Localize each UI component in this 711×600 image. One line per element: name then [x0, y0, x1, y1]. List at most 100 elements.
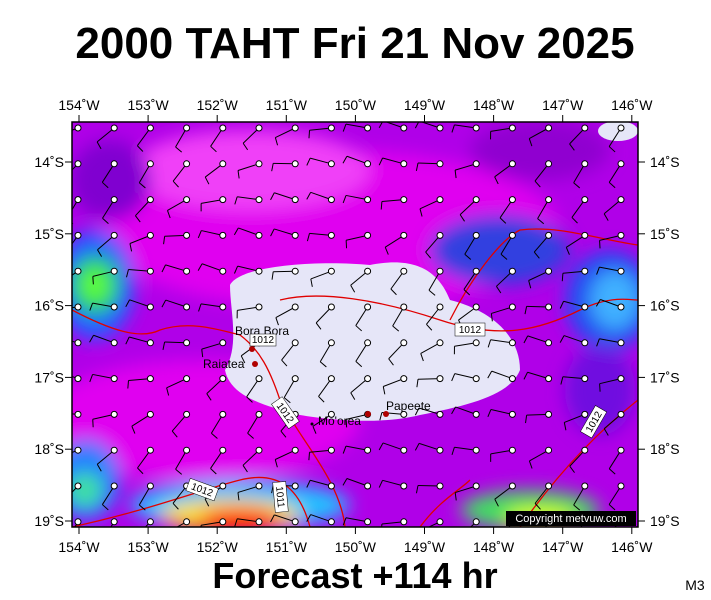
barb-feather — [315, 322, 322, 330]
barb-station — [255, 375, 263, 383]
barb-station — [146, 339, 154, 347]
barb-station — [436, 160, 444, 168]
barb-feather — [390, 288, 397, 296]
barb-staff — [172, 485, 187, 504]
barb-station — [581, 375, 589, 383]
barb-staff — [246, 378, 260, 398]
barb-station — [581, 446, 589, 454]
lon-label: 154˚W — [58, 97, 100, 113]
map-title: 2000 TAHT Fri 21 Nov 2025 — [75, 19, 634, 68]
barb-feather — [89, 302, 94, 311]
barb-staff — [237, 196, 260, 201]
barb-station — [472, 303, 480, 311]
barb-staff — [599, 266, 622, 272]
barb-station — [436, 124, 444, 132]
barb-station — [400, 231, 408, 239]
barb-feather — [559, 301, 565, 309]
barb-staff — [350, 378, 368, 394]
barb-station — [472, 446, 480, 454]
barb-station — [508, 482, 516, 490]
barb-staff — [309, 449, 332, 453]
barb-feather — [319, 361, 327, 368]
barb-staff — [128, 268, 151, 272]
barb-staff — [176, 521, 187, 527]
barb-station — [110, 196, 118, 204]
barb-station — [255, 124, 263, 132]
barb-staff — [310, 479, 332, 487]
barb-feather — [271, 163, 274, 172]
barb-feather — [306, 233, 310, 242]
barb-station — [110, 375, 118, 383]
barb-staff — [500, 235, 513, 255]
barb-station — [436, 446, 444, 454]
barb-feather — [233, 265, 239, 274]
barb-feather — [270, 514, 275, 523]
barb-feather — [198, 303, 202, 312]
barb-staff — [528, 270, 549, 281]
barb-station — [545, 231, 553, 239]
barb-feather — [596, 338, 600, 347]
barb-staff — [128, 378, 151, 382]
lon-label: 151˚W — [266, 539, 308, 555]
barb-staff — [499, 199, 513, 219]
barb-staff — [527, 371, 549, 380]
barb-staff — [392, 306, 405, 327]
lon-label: 153˚W — [127, 539, 169, 555]
barb-staff — [210, 414, 224, 434]
barb-staff — [490, 127, 513, 132]
barb-feather — [350, 285, 356, 293]
barb-staff — [346, 155, 368, 165]
barb-station — [617, 410, 625, 418]
barb-feather — [57, 136, 58, 144]
barb-station — [110, 339, 118, 347]
barb-feather — [426, 323, 433, 331]
barb-station — [255, 160, 263, 168]
barb-feather — [210, 145, 217, 153]
barb-feather — [342, 156, 348, 164]
barb-feather — [533, 251, 540, 259]
barb-feather — [171, 430, 178, 438]
barb-station — [581, 231, 589, 239]
barb-feather — [420, 531, 422, 539]
barb-staff — [458, 306, 477, 321]
barb-station — [74, 231, 82, 239]
barb-staff — [310, 514, 332, 523]
barb-station — [400, 339, 408, 347]
barb-station — [617, 339, 625, 347]
barb-staff — [247, 414, 260, 434]
barb-feather — [419, 208, 423, 217]
barb-feather — [102, 540, 108, 545]
barb-feather — [608, 504, 616, 511]
barb-feather — [312, 426, 317, 434]
barb-station — [364, 446, 372, 454]
barb-station — [291, 339, 299, 347]
barb-station — [581, 267, 589, 275]
barb-feather — [573, 182, 581, 189]
barb-station — [327, 518, 335, 526]
barb-feather — [310, 278, 313, 287]
wind-field — [57, 122, 638, 545]
barb-feather — [451, 447, 455, 456]
barb-station — [183, 231, 191, 239]
barb-feather — [342, 123, 347, 132]
barb-staff — [92, 302, 115, 308]
barb-station — [74, 124, 82, 132]
barb-feather — [490, 313, 493, 322]
barb-station — [183, 410, 191, 418]
barb-staff — [417, 162, 441, 165]
barb-station — [617, 375, 625, 383]
barb-staff — [562, 376, 585, 380]
barb-staff — [355, 342, 369, 362]
barb-station — [183, 124, 191, 132]
barb-feather — [247, 432, 254, 439]
barb-feather — [415, 485, 419, 494]
barb-feather — [126, 269, 129, 278]
barb-staff — [384, 234, 405, 248]
barb-feather — [166, 387, 170, 396]
barb-feather — [138, 182, 146, 189]
barb-feather — [97, 249, 103, 257]
barb-feather — [528, 280, 532, 289]
barb-station — [183, 339, 191, 347]
barb-staff — [129, 234, 151, 244]
barb-station — [146, 267, 154, 275]
